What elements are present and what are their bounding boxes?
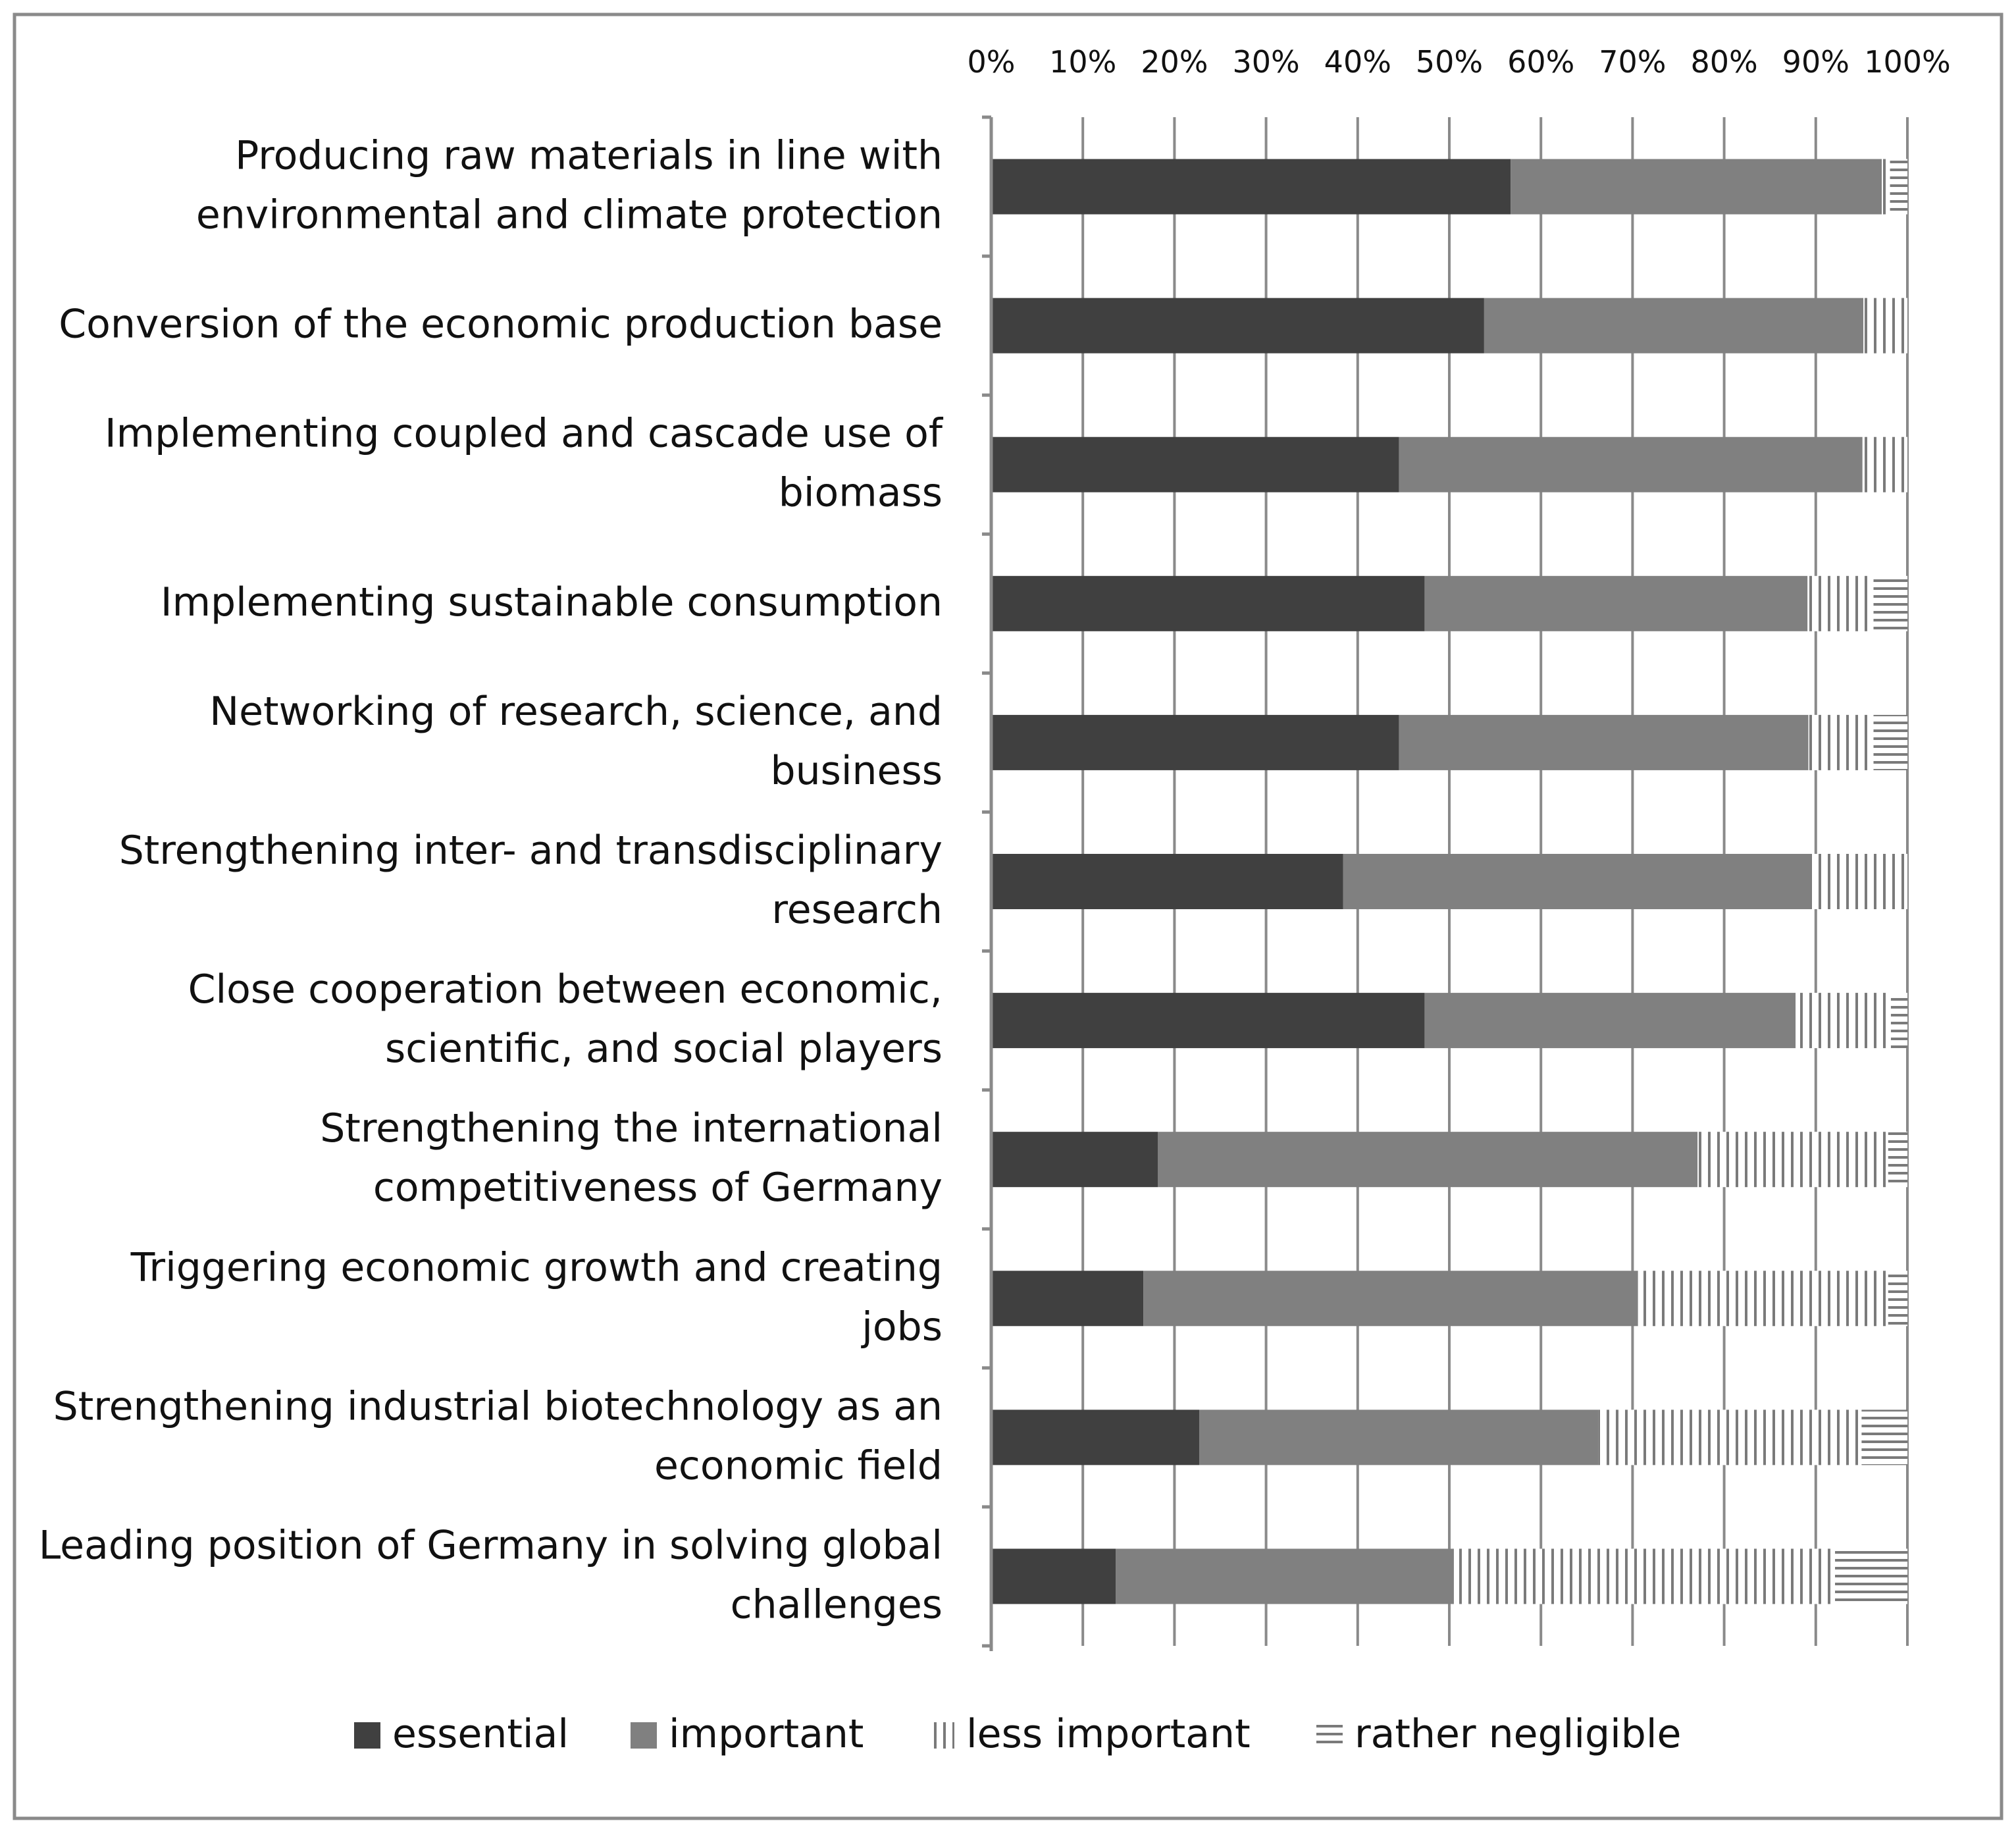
bar-segment-essential [991, 1410, 1199, 1465]
category-label-line: Strengthening industrial biotechnology a… [53, 1383, 943, 1429]
category-label: Networking of research, science, and busi… [209, 689, 943, 794]
category-label: Strengthening the international competiti… [320, 1105, 943, 1211]
legend-label: less important [966, 1711, 1251, 1757]
bar-segment-important [1199, 1410, 1599, 1465]
legend-swatch-essential [354, 1722, 380, 1749]
bar-segment-essential [991, 575, 1425, 631]
legend-swatch-important [631, 1722, 657, 1749]
category-label-line: Strengthening inter- and transdisciplina… [119, 828, 943, 874]
bar-segment-important [1158, 1132, 1698, 1188]
bar-segment-rather-negligible [1861, 1410, 1907, 1465]
bar-segment-essential [991, 298, 1484, 354]
bar-segment-less-important [1808, 714, 1874, 770]
x-tick-label: 20% [1141, 44, 1208, 80]
bar-segment-less-important [1796, 993, 1891, 1049]
bar-segment-essential [991, 854, 1343, 909]
x-tick-label: 40% [1324, 44, 1391, 80]
category-label-line: Producing raw materials in line with [235, 133, 943, 179]
bar-segment-rather-negligible [1835, 1548, 1907, 1604]
category-label-line: Triggering economic growth and creating [130, 1244, 943, 1290]
category-label-line: business [770, 748, 943, 794]
category-label-line: Conversion of the economic production ba… [59, 302, 943, 348]
legend-swatch-less-important [928, 1722, 954, 1749]
bar-segment-rather-negligible [1888, 1271, 1907, 1327]
bar-segment-less-important [1807, 575, 1874, 631]
bar-segment-essential [991, 436, 1399, 492]
x-tick-label: 0% [968, 44, 1016, 80]
bar-segment-essential [991, 1271, 1144, 1327]
category-label: Triggering economic growth and creating j… [130, 1244, 943, 1350]
bar-segment-less-important [1862, 436, 1907, 492]
category-label: Implementing coupled and cascade use of b… [105, 411, 944, 516]
x-tick-label: 80% [1690, 44, 1757, 80]
bar-segment-less-important [1453, 1548, 1836, 1604]
bar-segment-less-important [1697, 1132, 1888, 1188]
bar-segment-less-important [1882, 159, 1890, 215]
category-label: Strengthening industrial biotechnology a… [53, 1383, 943, 1489]
bar-segment-important [1399, 436, 1863, 492]
category-label-line: Implementing coupled and cascade use of [105, 411, 944, 457]
x-tick-label: 90% [1782, 44, 1849, 80]
category-label-line: environmental and climate protection [196, 192, 943, 238]
bar-segment-essential [991, 714, 1399, 770]
bar-segment-rather-negligible [1890, 993, 1907, 1049]
bar-segment-essential [991, 993, 1425, 1049]
bar-segment-rather-negligible [1873, 575, 1907, 631]
bar-segment-important [1143, 1271, 1638, 1327]
category-label-line: jobs [860, 1304, 943, 1350]
category-label: Implementing sustainable consumption [161, 579, 943, 625]
bar-segment-important [1343, 854, 1811, 909]
x-tick-label: 60% [1507, 44, 1574, 80]
legend-swatch-rather-negligible [1316, 1722, 1343, 1749]
bar-segment-essential [991, 159, 1511, 215]
legend-label: important [669, 1711, 864, 1757]
bar-segment-important [1424, 575, 1808, 631]
category-label-line: research [771, 887, 943, 933]
category-label: Close cooperation between economic, scien… [188, 966, 943, 1072]
category-label: Strengthening inter- and transdisciplina… [119, 828, 943, 933]
bar-segment-rather-negligible [1873, 714, 1907, 770]
bar-segment-essential [991, 1132, 1158, 1188]
category-label-line: competitiveness of Germany [373, 1165, 943, 1211]
x-tick-label: 100% [1864, 44, 1951, 80]
legend-label: essential [392, 1711, 569, 1757]
category-label-line: Networking of research, science, and [209, 689, 943, 735]
bar-segment-important [1116, 1548, 1454, 1604]
category-label-line: Strengthening the international [320, 1105, 943, 1151]
bar-segment-important [1399, 714, 1809, 770]
x-tick-label: 70% [1599, 44, 1666, 80]
x-tick-label: 10% [1049, 44, 1116, 80]
category-label-line: challenges [731, 1581, 943, 1627]
bar-segment-rather-negligible [1890, 159, 1907, 215]
bar-segment-important [1511, 159, 1882, 215]
bar-segment-essential [991, 1548, 1116, 1604]
category-label-line: Close cooperation between economic, [188, 966, 943, 1013]
bar-segment-rather-negligible [1888, 1132, 1907, 1188]
bar-segment-less-important [1863, 298, 1907, 354]
bar-segment-less-important [1638, 1271, 1888, 1327]
bar-segment-less-important [1598, 1410, 1862, 1465]
category-label-line: Implementing sustainable consumption [161, 579, 943, 625]
x-tick-label: 50% [1416, 44, 1483, 80]
category-label: Conversion of the economic production ba… [59, 302, 943, 348]
category-label: Leading position of Germany in solving g… [39, 1522, 943, 1627]
bar-segment-important [1424, 993, 1796, 1049]
category-label-line: Leading position of Germany in solving g… [39, 1522, 943, 1568]
bar-segment-important [1484, 298, 1864, 354]
category-label-line: economic field [654, 1442, 943, 1489]
bar-segment-less-important [1810, 854, 1907, 909]
legend-label: rather negligible [1355, 1711, 1681, 1757]
x-tick-label: 30% [1232, 44, 1299, 80]
category-label-line: scientific, and social players [385, 1026, 943, 1072]
category-label-line: biomass [779, 470, 943, 516]
category-label: Producing raw materials in line with envi… [196, 133, 943, 238]
